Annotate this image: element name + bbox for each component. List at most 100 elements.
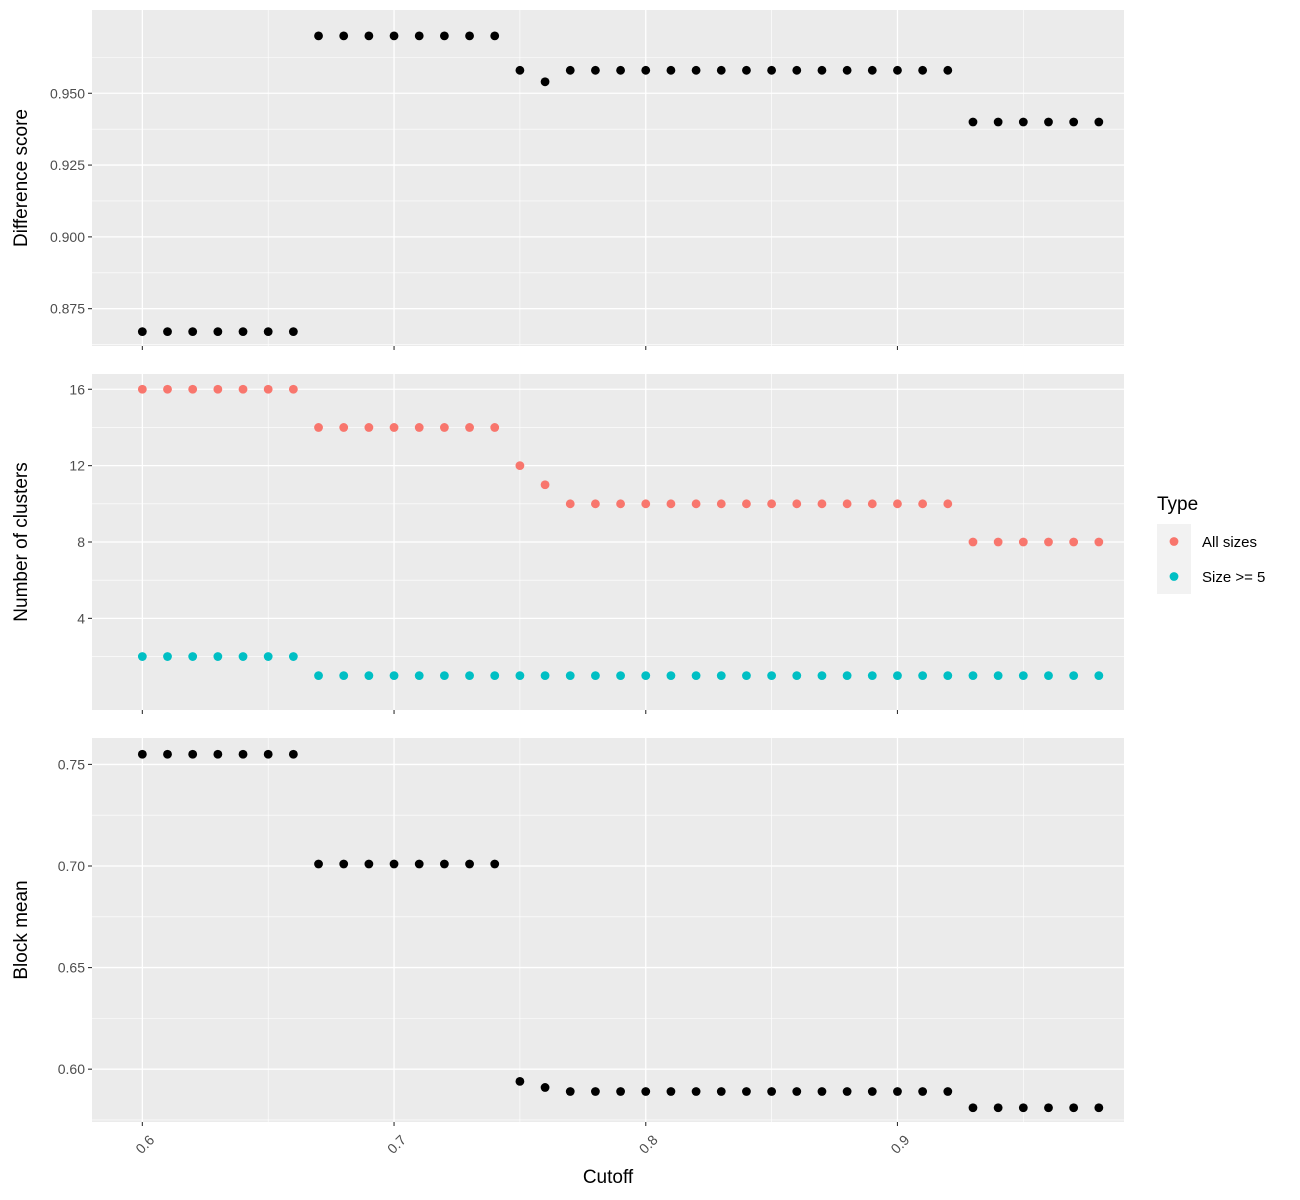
data-point xyxy=(314,31,323,41)
data-point xyxy=(968,117,978,127)
data-point xyxy=(943,671,953,681)
data-point xyxy=(414,671,424,681)
data-point xyxy=(817,65,827,75)
y-tick-label: 0.875 xyxy=(50,301,85,317)
data-point xyxy=(716,65,726,75)
data-point xyxy=(364,671,374,681)
data-point xyxy=(540,671,550,681)
data-point xyxy=(263,749,273,759)
data-point xyxy=(1094,117,1104,127)
data-point xyxy=(339,31,349,41)
y-tick-label: 0.60 xyxy=(58,1061,85,1077)
data-point xyxy=(918,499,928,509)
data-point xyxy=(188,652,198,661)
data-point xyxy=(188,327,198,337)
data-point xyxy=(339,859,349,869)
data-point xyxy=(893,65,902,75)
data-point xyxy=(188,384,198,394)
data-point xyxy=(591,671,600,681)
data-point xyxy=(591,499,600,509)
data-point xyxy=(716,1087,726,1096)
data-point xyxy=(1044,1103,1053,1113)
data-point xyxy=(314,671,323,681)
series-1 xyxy=(137,384,1104,547)
data-point xyxy=(288,749,298,759)
data-point xyxy=(742,65,751,75)
data-point xyxy=(691,671,701,681)
data-point xyxy=(842,499,852,509)
data-point xyxy=(1069,671,1079,681)
data-point xyxy=(993,117,1003,127)
data-point xyxy=(1044,671,1053,681)
y-tick-label: 8 xyxy=(77,534,85,550)
data-point xyxy=(314,423,323,432)
data-point xyxy=(163,749,172,759)
data-point xyxy=(465,31,474,41)
data-point xyxy=(288,652,298,661)
data-point xyxy=(465,423,474,432)
data-point xyxy=(490,671,500,681)
data-point xyxy=(968,671,978,681)
data-point xyxy=(213,327,223,337)
data-point xyxy=(364,423,374,432)
panel-2: 4 8 12 16 Number of clusters xyxy=(11,374,1124,714)
data-point xyxy=(163,652,172,661)
data-point xyxy=(943,65,953,75)
data-point xyxy=(767,671,777,681)
y-tick-label: 0.925 xyxy=(50,157,85,173)
legend-item: Size >= 5 xyxy=(1157,559,1265,594)
data-point xyxy=(792,499,802,509)
data-point xyxy=(288,384,298,394)
data-point xyxy=(666,1087,676,1096)
data-point xyxy=(867,499,877,509)
data-point xyxy=(263,384,273,394)
data-point xyxy=(742,499,751,509)
data-point xyxy=(1018,117,1028,127)
data-point xyxy=(263,652,273,661)
data-point xyxy=(163,327,172,337)
data-point xyxy=(993,1103,1003,1113)
data-point xyxy=(565,65,575,75)
data-point xyxy=(490,31,500,41)
data-point xyxy=(565,499,575,509)
data-point xyxy=(691,499,701,509)
data-point xyxy=(515,1076,525,1086)
legend-key-dot xyxy=(1169,537,1179,546)
data-point xyxy=(742,671,751,681)
data-point xyxy=(439,671,449,681)
data-point xyxy=(641,499,651,509)
legend: Type All sizes Size >= 5 xyxy=(1157,494,1265,594)
data-point xyxy=(540,77,550,87)
data-point xyxy=(490,859,500,869)
data-point xyxy=(137,652,147,661)
data-point xyxy=(238,749,248,759)
data-point xyxy=(641,65,651,75)
data-point xyxy=(641,671,651,681)
data-point xyxy=(842,671,852,681)
data-point xyxy=(767,499,777,509)
data-point xyxy=(616,65,625,75)
data-point xyxy=(742,1087,751,1096)
data-point xyxy=(389,859,399,869)
legend-title: Type xyxy=(1157,494,1198,515)
data-point xyxy=(817,1087,827,1096)
data-point xyxy=(238,327,248,337)
data-point xyxy=(1018,1103,1028,1113)
data-point xyxy=(817,671,827,681)
data-point xyxy=(666,671,676,681)
data-point xyxy=(163,384,172,394)
data-point xyxy=(439,31,449,41)
data-point xyxy=(666,499,676,509)
data-point xyxy=(1094,1103,1104,1113)
legend-label: All sizes xyxy=(1202,534,1257,551)
y-tick-label: 4 xyxy=(77,610,85,626)
data-point xyxy=(540,480,550,490)
x-axis-title: Cutoff xyxy=(583,1167,634,1188)
data-point xyxy=(1018,671,1028,681)
data-point xyxy=(515,461,525,471)
data-point xyxy=(591,65,600,75)
data-point xyxy=(666,65,676,75)
data-point xyxy=(842,1087,852,1096)
data-point xyxy=(414,31,424,41)
data-point xyxy=(767,1087,777,1096)
